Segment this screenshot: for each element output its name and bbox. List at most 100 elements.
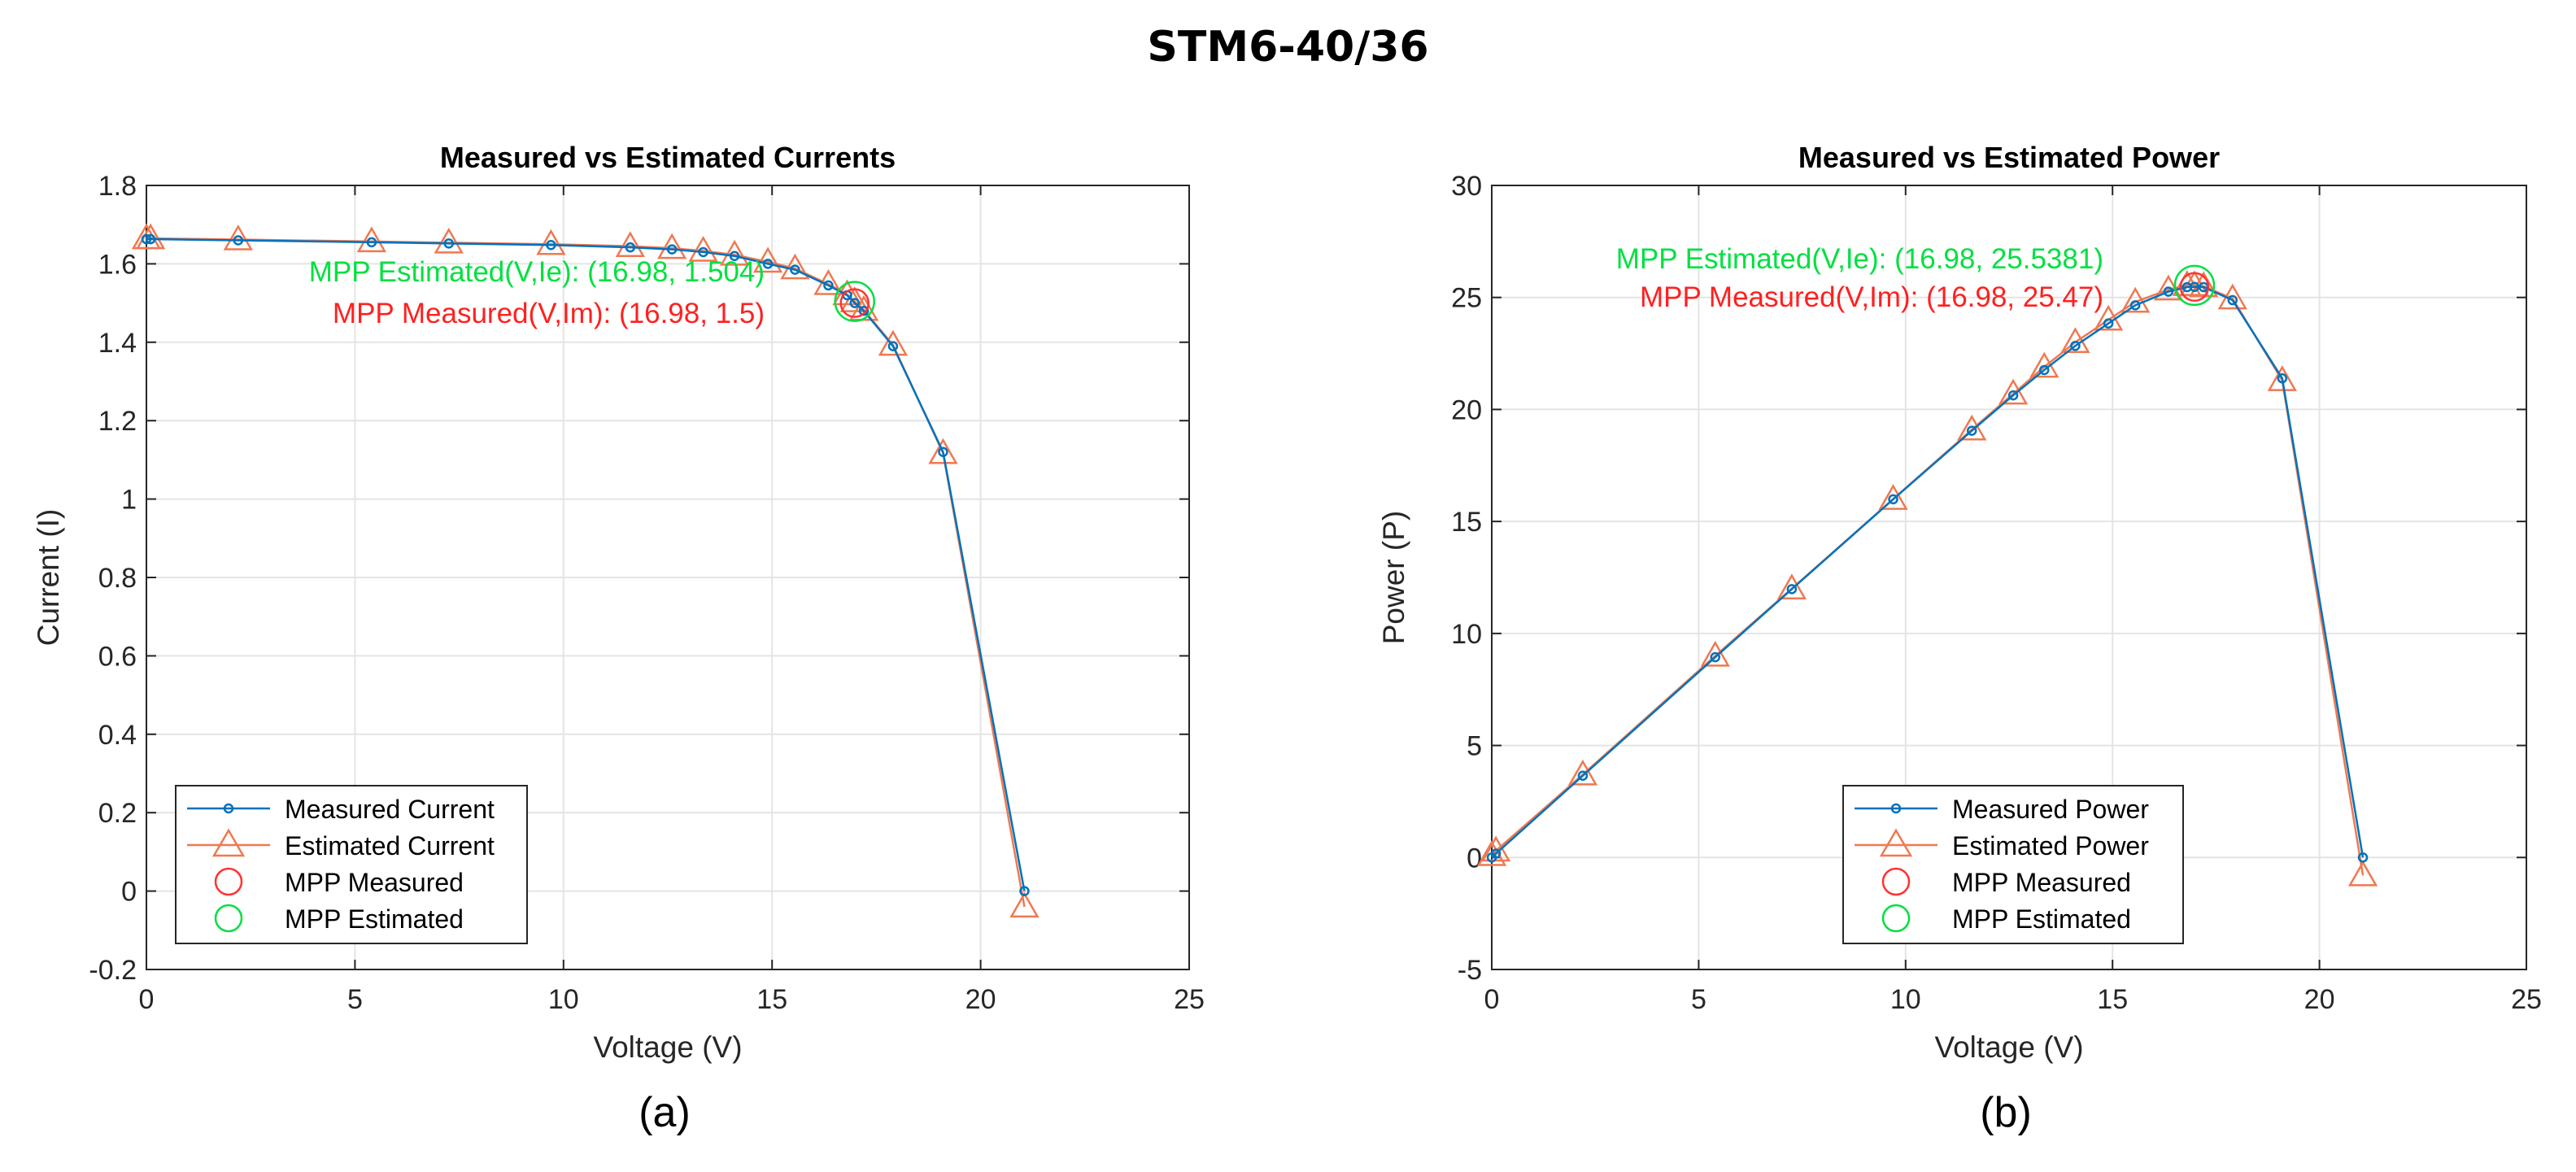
legend-label: Measured Power [1952,795,2149,824]
measured-point [762,259,774,269]
y-tick-label: 0 [1467,843,1482,874]
estimated-point [1476,840,1507,866]
legend-label: Measured Current [285,795,495,824]
y-tick-label: 5 [1467,731,1482,762]
mpp-measured-annotation: MPP Measured(V,Im): (16.98, 25.47) [1640,281,2103,313]
legend-marker [1879,828,1913,857]
legend-label: Estimated Current [285,831,495,860]
measured-point [443,238,455,249]
y-tick-label: 15 [1451,507,1482,538]
measured-point [1490,848,1502,859]
chart-title: Measured vs Estimated Power [1798,141,2220,174]
x-axis-label: Voltage (V) [593,1030,742,1064]
estimated-point [1878,484,1908,510]
measured-point [698,246,708,258]
measured-point [823,280,834,291]
measured-point [1966,425,1977,436]
chart-title: Measured vs Estimated Currents [440,141,896,174]
estimated-point [719,239,750,266]
estimated-point [1700,640,1730,667]
measured-point [625,242,636,253]
measured-point [546,240,556,251]
x-tick-label: 15 [2097,984,2128,1015]
y-tick-label: 1.6 [98,249,137,280]
y-tick-label: 0.4 [98,720,137,751]
mpp-estimated-marker [2173,264,2216,307]
estimated-point [434,227,464,254]
measured-point [2038,364,2050,376]
legend-label: MPP Measured [285,868,464,897]
x-axis-label: Voltage (V) [1934,1030,2083,1064]
y-tick-label: 1.4 [98,328,137,359]
measured-point [2227,294,2238,306]
legend-marker [223,803,234,814]
estimated-point [688,235,718,262]
estimated-point [1998,378,2029,405]
legend-label: MPP Estimated [1952,904,2131,934]
x-tick-label: 10 [548,984,579,1015]
y-axis-label: Power (P) [1377,511,1410,644]
measured-point [233,235,244,246]
mpp-estimated-marker [834,281,875,322]
measured-point [2129,300,2141,311]
estimated-point [780,253,810,280]
y-tick-label: 25 [1451,283,1482,314]
legend-marker [214,867,243,896]
estimated-point [2347,860,2378,887]
legend: Measured Power Estimated Power MPP Measure… [1842,785,2184,944]
x-tick-label: 10 [1890,984,1921,1015]
estimated-point [2121,286,2151,313]
measured-point [366,237,377,248]
estimated-point [615,231,646,257]
mpp-estimated-annotation: MPP Estimated(V,Ie): (16.98, 1.504) [309,256,765,288]
measured-point [858,305,870,316]
measured-point [2277,373,2288,384]
measured-point [849,298,860,308]
axes-box [146,185,1190,970]
x-tick-label: 5 [1691,984,1706,1015]
y-tick-label: 1 [121,485,137,516]
measured-point [887,341,899,351]
legend-label: MPP Estimated [285,904,464,934]
y-tick-label: 1.8 [98,171,137,202]
estimated-point [656,233,687,259]
y-tick-label: 1.2 [98,406,137,437]
measured-series-line [146,237,1026,891]
mpp-estimated-annotation: MPP Estimated(V,Ie): (16.98, 25.5381) [1616,243,2103,275]
figure-title: STM6-40/36 [1147,23,1429,72]
axes-box [1491,185,2527,970]
measured-point [1786,584,1798,595]
estimated-point [848,294,879,321]
x-tick-label: 0 [139,984,155,1015]
measured-point [729,251,740,262]
legend: Measured Current Estimated Current MPP Mea… [175,785,528,944]
estimated-point [1567,759,1598,786]
legend-marker [1881,904,1911,933]
measured-point [141,233,152,245]
measured-point [2357,852,2369,863]
measured-point [1710,651,1721,663]
estimated-point [1776,573,1807,600]
chart-panel-a: 0 5 10 15 20 25-0.200.20.40.60.811.21.41.61.8… [32,141,1205,1136]
y-tick-label: -5 [1458,955,1482,986]
estimated-point [928,438,958,464]
y-tick-label: 0.8 [98,563,137,594]
estimated-point [1957,414,1987,441]
y-tick-label: 10 [1451,619,1482,650]
panel-label: (b) [1980,1089,2032,1136]
mpp-measured-marker [2179,272,2210,303]
x-tick-label: 5 [347,984,363,1015]
estimated-point [752,246,783,273]
measured-series-line [1491,285,2365,859]
x-tick-label: 25 [1174,984,1205,1015]
mpp-measured-marker [839,288,870,318]
measured-point [938,447,948,458]
measured-point [2007,390,2019,401]
y-tick-label: 30 [1451,171,1482,202]
legend-box [175,785,528,944]
x-tick-label: 0 [1484,984,1500,1015]
estimated-point [1009,891,1040,918]
mpp-measured-annotation: MPP Measured(V,Im): (16.98, 1.5) [333,298,765,329]
